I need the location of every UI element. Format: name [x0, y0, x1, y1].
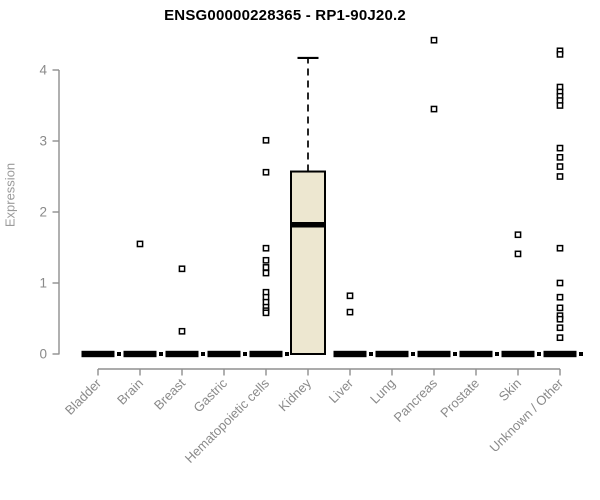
- collapsed-box: [207, 350, 241, 358]
- x-tick-label: Bladder: [62, 375, 105, 418]
- outlier-point: [556, 173, 564, 180]
- collapsed-box: [249, 350, 283, 358]
- x-tick-label: Gastric: [190, 375, 230, 415]
- outlier-point: [556, 102, 564, 109]
- x-tick-label: Pancreas: [391, 375, 441, 425]
- y-tick-label: 3: [39, 134, 47, 149]
- collapsed-box-endcap: [117, 352, 121, 356]
- outlier-point: [556, 51, 564, 58]
- outlier-point: [262, 269, 270, 277]
- collapsed-box-endcap: [537, 352, 541, 356]
- x-tick-label: Prostate: [437, 376, 482, 421]
- y-tick-label: 2: [39, 205, 47, 220]
- outlier-point: [556, 144, 564, 152]
- outlier-point: [514, 250, 522, 258]
- collapsed-box: [375, 350, 409, 358]
- outlier-point: [178, 265, 186, 273]
- collapsed-box: [81, 350, 115, 358]
- collapsed-box: [165, 350, 199, 358]
- outlier-point: [346, 292, 354, 300]
- collapsed-box-endcap: [201, 352, 205, 356]
- outlier-point: [262, 309, 270, 317]
- x-tick-label: Lung: [367, 376, 398, 407]
- collapsed-box: [417, 350, 451, 358]
- outlier-point: [136, 240, 144, 248]
- collapsed-box-endcap: [159, 352, 163, 356]
- collapsed-box-endcap: [243, 352, 247, 356]
- outlier-point: [262, 244, 270, 252]
- outlier-point: [556, 304, 564, 312]
- x-tick-label: Breast: [151, 375, 188, 412]
- outlier-point: [556, 153, 564, 161]
- outlier-point: [556, 279, 564, 287]
- y-tick-label: 4: [39, 63, 47, 78]
- outlier-point: [556, 293, 564, 301]
- collapsed-box-endcap: [369, 352, 373, 356]
- x-tick-label: Kidney: [275, 375, 314, 414]
- outlier-point: [262, 168, 270, 176]
- outlier-point: [262, 256, 270, 264]
- outlier-point: [430, 105, 438, 113]
- outlier-point: [556, 324, 564, 332]
- x-tick-label: Unknown / Other: [487, 375, 567, 455]
- outlier-point: [556, 334, 564, 342]
- outlier-point: [178, 327, 186, 335]
- outlier-point: [556, 315, 564, 323]
- outlier-point: [430, 36, 438, 44]
- outlier-point: [556, 163, 564, 170]
- outlier-point: [514, 231, 522, 239]
- collapsed-box: [459, 350, 493, 358]
- collapsed-box: [123, 350, 157, 358]
- collapsed-box: [543, 350, 577, 358]
- collapsed-box-endcap: [411, 352, 415, 356]
- outlier-point: [346, 308, 354, 316]
- x-tick-label: Skin: [496, 376, 524, 404]
- outlier-point: [262, 264, 270, 271]
- x-tick-label: Brain: [114, 376, 146, 408]
- y-tick-label: 1: [39, 276, 47, 291]
- outlier-point: [556, 244, 564, 252]
- collapsed-box-endcap: [285, 352, 289, 356]
- chart-title: ENSG00000228365 - RP1-90J20.2: [164, 7, 406, 24]
- collapsed-box-endcap: [579, 352, 583, 356]
- box: [290, 170, 326, 355]
- collapsed-box-endcap: [453, 352, 457, 356]
- collapsed-box: [333, 350, 367, 358]
- collapsed-box: [501, 350, 535, 358]
- outlier-point: [262, 136, 270, 144]
- x-tick-label: Liver: [326, 375, 357, 406]
- y-tick-label: 0: [39, 347, 47, 362]
- collapsed-box-endcap: [495, 352, 499, 356]
